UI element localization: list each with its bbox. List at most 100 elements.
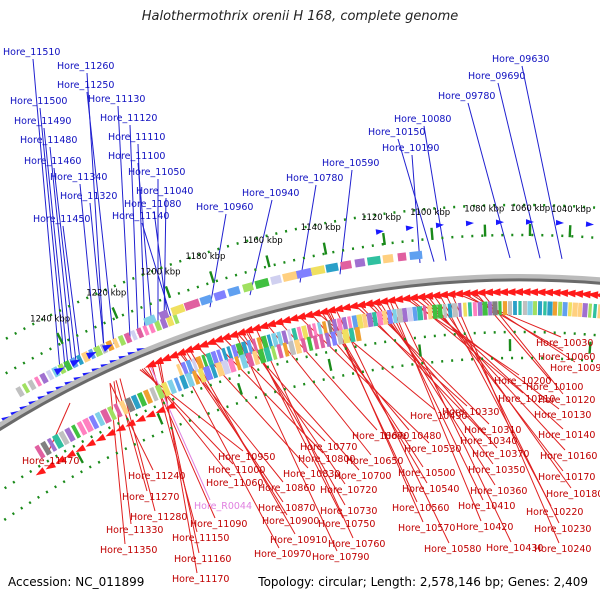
reverse-gene-arrow [399,294,411,303]
gene-block [336,330,344,345]
gene-block [234,356,242,371]
reverse-gene-label: Hore_10060 [538,352,595,363]
forward-gene-label: Hore_11120 [100,113,157,124]
reverse-gene-label: Hore_10420 [456,522,513,533]
reverse-gene-arrow [474,288,486,297]
gene-block [172,313,180,325]
forward-gene-arrow [69,359,81,368]
reverse-gene-label: Hore_10230 [534,524,591,535]
forward-gene-label: Hore_11340 [50,172,107,183]
forward-leader-line [39,107,66,368]
reverse-gene-label: Hore_10970 [254,549,311,560]
gene-block [354,258,366,268]
reverse-gene-arrow [429,291,441,300]
gene-block [235,342,245,358]
reverse-leader-line [457,293,562,338]
genome-backbone [0,203,600,525]
reverse-gene-label: Hore_10130 [534,410,591,421]
reverse-gene-label: Hore_10140 [538,430,595,441]
forward-gene-label: Hore_09690 [468,71,525,82]
reverse-leader-line [241,332,346,485]
gene-block [592,303,598,319]
gene-block [270,345,278,361]
scale-tick [483,224,487,237]
gene-block [226,346,234,361]
gene-block [124,397,136,413]
forward-leader-line [521,65,563,260]
gene-block [392,308,398,324]
gene-block [227,285,241,297]
gene-block [354,326,362,342]
gene-block [347,316,353,331]
gene-block [51,433,65,449]
forward-leader-line [249,199,273,296]
forward-gene-label: Hore_11040 [136,186,193,197]
reverse-gene-label: Hore_10540 [402,484,459,495]
reverse-gene-label: Hore_10530 [404,444,461,455]
reverse-gene-arrow [257,321,269,330]
reverse-gene-label: Hore_11060 [206,478,263,489]
length-label: Length: [370,575,417,589]
reverse-gene-arrow [125,419,137,427]
gene-block [240,341,250,356]
gene-block [562,301,568,317]
gene-block [106,405,117,421]
gene-block [312,335,320,350]
gene-block [159,317,169,330]
forward-gene-label: Hore_11320 [60,191,117,202]
gene-block [513,300,517,316]
scale-tick [56,332,64,345]
gene-block [487,301,493,316]
reverse-gene-label: Hore_11270 [122,492,179,503]
gene-block [118,400,130,415]
forward-gene-arrow [53,367,65,376]
forward-gene-arrow [85,351,97,360]
scale-tick [265,255,271,268]
gene-block [117,334,127,346]
reverse-gene-arrow [95,433,107,442]
scale-tick [528,223,532,237]
gene-block [416,306,424,321]
reverse-gene-arrow [212,335,224,343]
gene-block [498,301,502,316]
gene-block [142,325,150,336]
gene-block [266,334,274,349]
reverse-leader-line [115,380,148,492]
gene-block [572,302,578,317]
reverse-gene-arrow [407,293,419,302]
gene-block [310,265,326,276]
reverse-leader-line [379,301,496,486]
reverse-gene-arrow [317,307,329,316]
reverse-gene-arrow [302,310,314,319]
reverse-leader-line [419,296,564,430]
scale-tick [568,225,572,238]
gene-block [256,336,264,352]
forward-leader-line [141,222,173,321]
gene-block [451,303,459,318]
reverse-leader-line [175,354,280,549]
gene-block [282,270,298,283]
gene-block [123,332,133,344]
forward-gene-arrow [585,221,594,227]
gene-block [136,391,148,407]
gene-block [467,302,473,317]
forward-leader-line [299,184,317,283]
gene-block [522,300,528,316]
reverse-gene-label: Hore_10120 [538,395,595,406]
gene-block [185,372,196,388]
gene-block [34,444,46,459]
gene-block [15,386,25,398]
gene-block [242,282,254,293]
reverse-leader-line [451,294,560,544]
reverse-gene-label: Hore_10860 [258,483,315,494]
reverse-leader-line [141,368,234,465]
forward-leader-line [89,202,105,349]
gene-block [246,339,254,355]
accession-value: NC_011899 [75,575,145,589]
gene-block [213,290,227,302]
scale-tick-label: 1100 kbp [410,208,450,218]
forward-gene-label: Hore_10960 [196,202,253,213]
reverse-gene-label: Hore_10090 [550,363,600,374]
gene-block [324,332,332,348]
reverse-gene-arrow [437,290,449,299]
